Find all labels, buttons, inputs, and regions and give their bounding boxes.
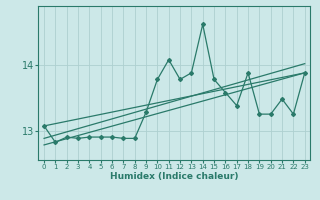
X-axis label: Humidex (Indice chaleur): Humidex (Indice chaleur)	[110, 172, 239, 181]
